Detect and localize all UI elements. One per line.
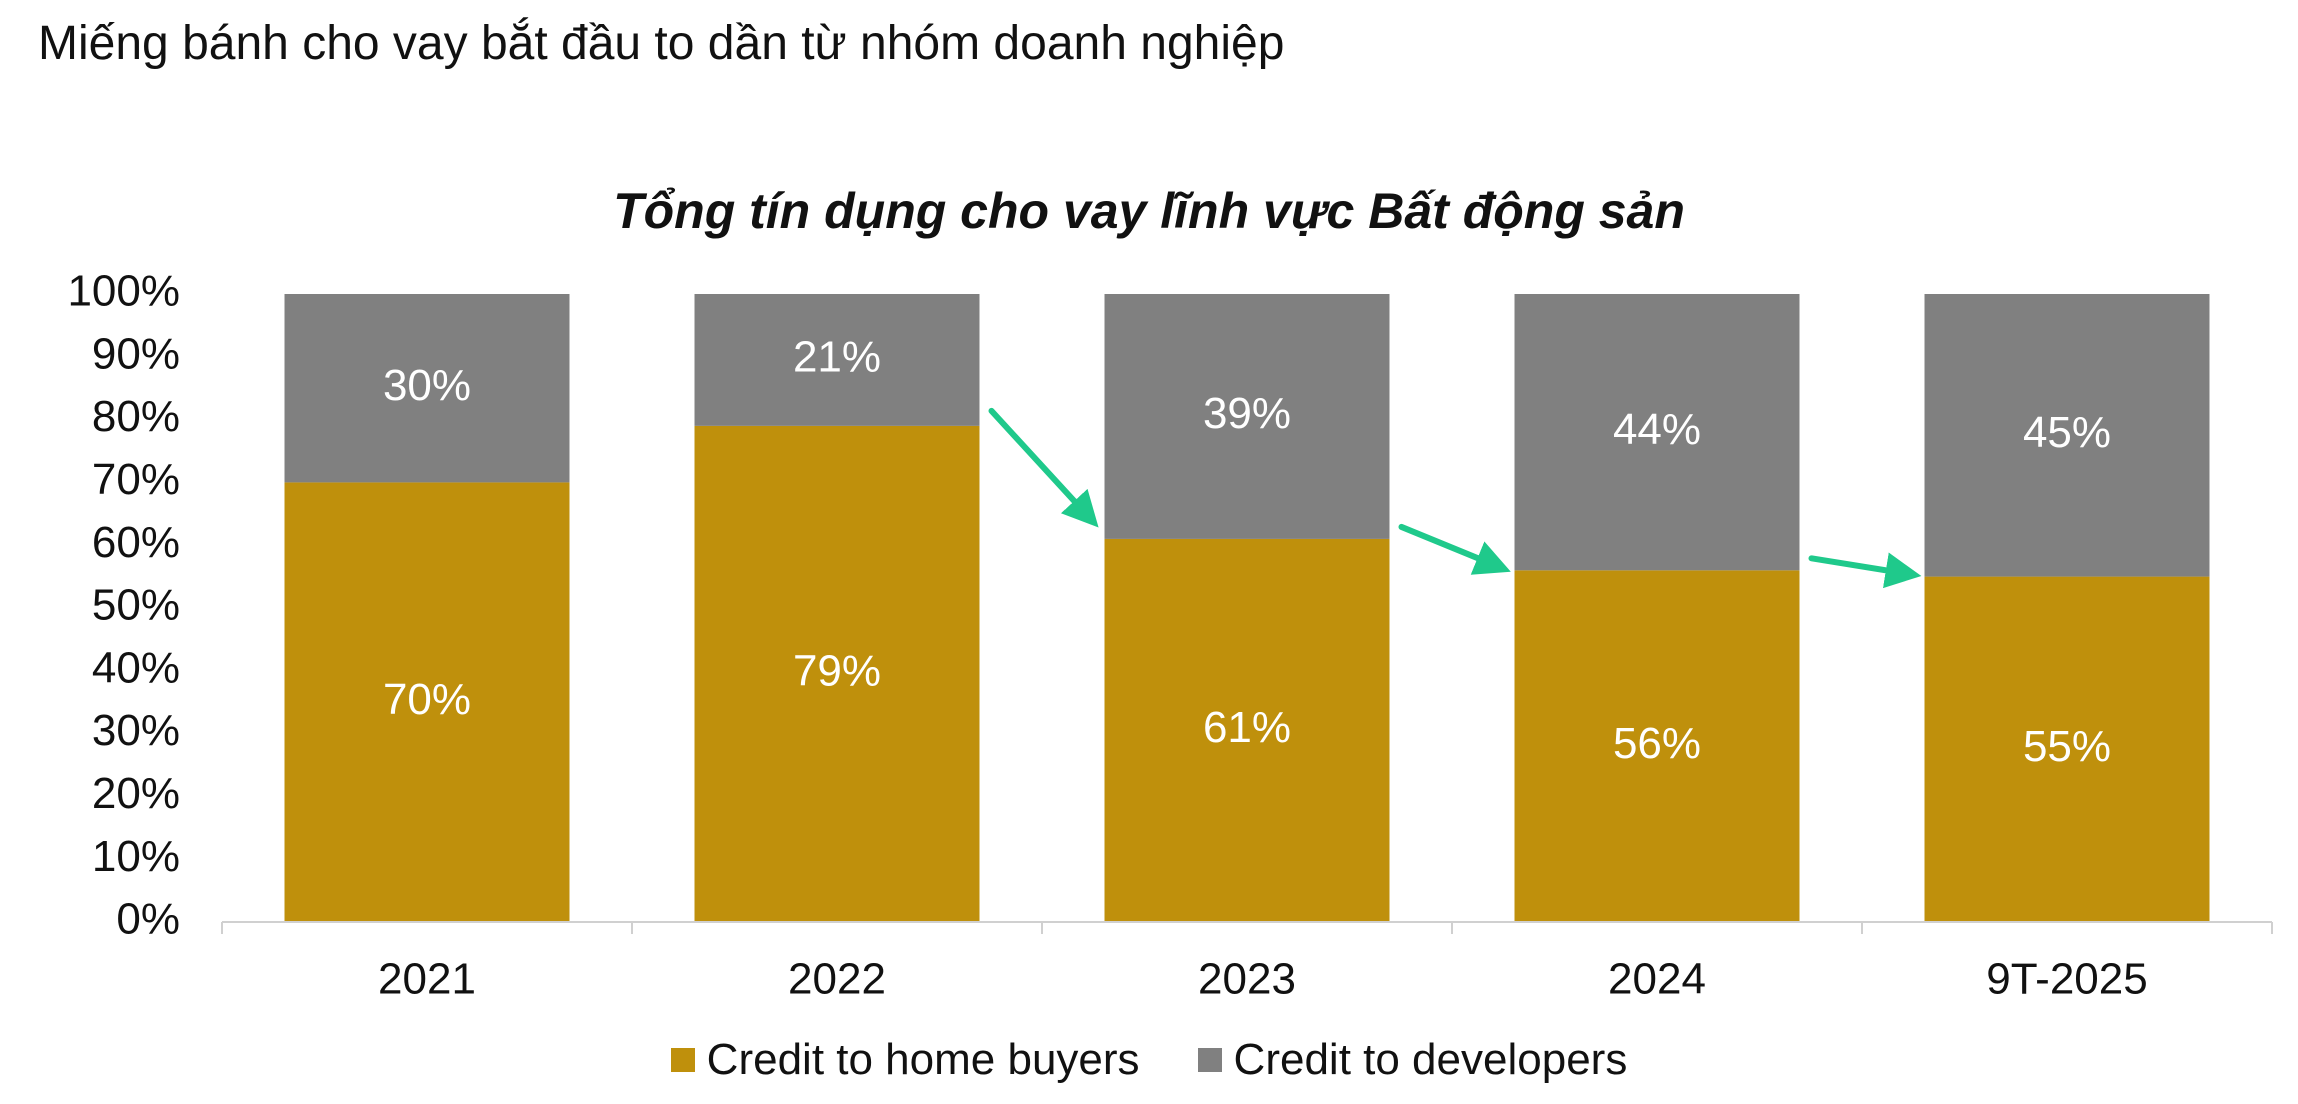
trend-arrow-2023-to-2024 <box>1398 523 1511 575</box>
page-heading: Miếng bánh cho vay bắt đầu to dần từ nhó… <box>38 17 1285 70</box>
legend-label-home-buyers: Credit to home buyers <box>706 1035 1140 1084</box>
data-label-credit-to-developers-2022: 21% <box>793 333 881 382</box>
y-tick-label: 20% <box>92 769 180 818</box>
trend-arrow-2024-to-9t-2025 <box>1808 552 1922 589</box>
y-tick-label: 90% <box>92 329 180 378</box>
y-axis: 0% 10% 20% 30% 40% 50% 60% 70% 80% 90% 100% <box>67 267 180 944</box>
data-label-credit-to-developers-2024: 44% <box>1613 405 1701 454</box>
trend-arrows <box>988 407 1922 589</box>
data-label-credit-to-home-buyers-2024: 56% <box>1613 719 1701 768</box>
bar-credit-to-home-buyers-9t-2025 <box>1924 576 2210 922</box>
legend: Credit to home buyers Credit to develope… <box>0 1030 2298 1090</box>
x-axis: 2021 2022 2023 2024 9T-2025 <box>221 921 2273 1004</box>
data-label-credit-to-developers-9t-2025: 45% <box>2023 408 2111 457</box>
bar-credit-to-home-buyers-2021 <box>284 482 570 922</box>
y-tick-label: 80% <box>92 392 180 441</box>
data-label-credit-to-home-buyers-9t-2025: 55% <box>2023 722 2111 771</box>
y-tick-label: 60% <box>92 518 180 567</box>
y-tick-label: 40% <box>92 643 180 692</box>
y-tick-label: 70% <box>92 455 180 504</box>
x-tick-label-2024: 2024 <box>1608 955 1706 1004</box>
legend-item-developers: Credit to developers <box>1197 1032 1628 1088</box>
bar-credit-to-developers-2021 <box>284 294 570 483</box>
y-tick-label: 30% <box>92 706 180 755</box>
data-label-credit-to-developers-2021: 30% <box>383 361 471 410</box>
bars: 70% 30% 79% 21% 61% 39% 56% 44% 55% 45% <box>284 294 2210 922</box>
bar-credit-to-developers-2024 <box>1514 294 1800 571</box>
data-label-credit-to-developers-2023: 39% <box>1203 389 1291 438</box>
y-tick-label: 10% <box>92 832 180 881</box>
x-tick-label-2022: 2022 <box>788 955 886 1004</box>
bar-credit-to-home-buyers-2022 <box>694 425 980 922</box>
legend-item-home-buyers: Credit to home buyers <box>670 1032 1140 1088</box>
bar-credit-to-home-buyers-2023 <box>1104 538 1390 922</box>
trend-arrow-2022-to-2023 <box>988 407 1099 528</box>
bar-credit-to-home-buyers-2024 <box>1514 570 1800 922</box>
chart-title: Tổng tín dụng cho vay lĩnh vực Bất động … <box>613 183 1685 239</box>
y-tick-label: 50% <box>92 581 180 630</box>
data-label-credit-to-home-buyers-2022: 79% <box>793 647 881 696</box>
bar-credit-to-developers-2023 <box>1104 294 1390 539</box>
legend-label-developers: Credit to developers <box>1233 1035 1628 1084</box>
data-label-credit-to-home-buyers-2023: 61% <box>1203 703 1291 752</box>
bar-credit-to-developers-2022 <box>694 294 980 426</box>
legend-swatch-home-buyers <box>670 1048 695 1072</box>
data-label-credit-to-home-buyers-2021: 70% <box>383 675 471 724</box>
x-tick-label-2023: 2023 <box>1198 955 1296 1004</box>
y-tick-label: 100% <box>67 267 180 316</box>
y-tick-label: 0% <box>116 895 180 944</box>
legend-swatch-developers <box>1197 1048 1222 1072</box>
bar-credit-to-developers-9t-2025 <box>1924 294 2210 577</box>
x-tick-label-9t-2025: 9T-2025 <box>1986 955 2147 1004</box>
x-tick-label-2021: 2021 <box>378 955 476 1004</box>
